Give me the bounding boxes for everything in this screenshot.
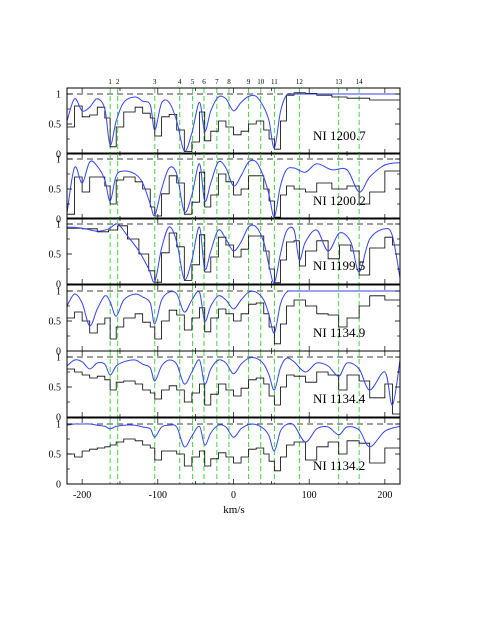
x-axis: -200 -100 0 100 200 — [73, 490, 392, 501]
data-histogram — [67, 295, 400, 345]
x-tick-label: 100 — [302, 490, 317, 501]
panel-1: 0 0.5 1 NI 1200.7 — [49, 87, 401, 161]
component-label-3: 3 — [153, 78, 157, 86]
x-tick-label: 200 — [377, 490, 392, 501]
panel-label: NI 1134.9 — [313, 325, 365, 340]
y-tick-label: 0 — [56, 150, 61, 161]
panel-label: NI 1200.2 — [313, 193, 366, 208]
y-tick-label: 0 — [56, 347, 61, 358]
panel-frame — [66, 350, 401, 418]
component-label-1: 1 — [108, 78, 112, 86]
y-tick-label: 0 — [56, 215, 61, 226]
y-tick-label: 1 — [56, 420, 61, 431]
data-histogram — [67, 436, 400, 472]
y-tick-label: 0.5 — [49, 250, 62, 261]
panel-3: 0 0.5 1 NI 1199.5 — [49, 217, 401, 291]
component-label-14: 14 — [356, 78, 364, 86]
y-tick-label: 0.5 — [49, 120, 62, 131]
component-label-7: 7 — [215, 78, 219, 86]
x-tick-label: -200 — [73, 490, 91, 501]
x-tick-label: -100 — [149, 490, 167, 501]
component-label-4: 4 — [178, 78, 182, 86]
data-histogram — [67, 366, 400, 415]
component-label-6: 6 — [202, 78, 206, 86]
x-tick-label: 0 — [231, 490, 236, 501]
y-tick-label: 0 — [56, 480, 61, 491]
panel-label: NI 1199.5 — [313, 258, 365, 273]
y-tick-label: 1 — [56, 353, 61, 364]
component-label-10: 10 — [257, 78, 265, 86]
y-tick-label: 1 — [56, 90, 61, 101]
component-label-5: 5 — [191, 78, 195, 86]
model-curve — [67, 159, 400, 218]
x-axis-label: km/s — [223, 504, 244, 516]
component-marker-labels: 1 2 3 4 5 6 7 8 9 10 11 12 13 14 — [108, 78, 363, 86]
panel-2: 0 0.5 1 NI 1200.2 — [49, 152, 401, 226]
component-label-11: 11 — [271, 78, 278, 86]
data-histogram — [67, 163, 400, 218]
model-curve — [67, 93, 400, 152]
y-tick-label: 0 — [56, 280, 61, 291]
spectrum-panels: 0 0.5 1 NI 1200.7 0 0.5 1 NI 1200.2 0 0.5 1 NI 1199… — [49, 87, 401, 491]
component-label-8: 8 — [227, 78, 231, 86]
panel-5: 0 0.5 1 NI 1134.4 — [49, 350, 401, 424]
y-tick-label: 0.5 — [49, 450, 62, 461]
panel-label: NI 1134.2 — [313, 458, 365, 473]
model-curve — [67, 223, 400, 284]
component-label-13: 13 — [335, 78, 343, 86]
y-tick-label: 1 — [56, 155, 61, 166]
y-tick-label: 0.5 — [49, 185, 62, 196]
y-tick-label: 0.5 — [49, 383, 62, 394]
component-label-9: 9 — [247, 78, 251, 86]
panel-6: 0 0.5 1 NI 1134.2 — [49, 417, 401, 491]
y-tick-label: 0 — [56, 413, 61, 424]
component-label-12: 12 — [296, 78, 304, 86]
model-curve — [67, 356, 400, 406]
model-curve — [67, 422, 400, 452]
panel-label: NI 1134.4 — [313, 391, 366, 406]
y-tick-label: 1 — [56, 287, 61, 298]
panel-label: NI 1200.7 — [313, 128, 366, 143]
panel-4: 0 0.5 1 NI 1134.9 — [49, 284, 401, 358]
panel-frame — [66, 417, 401, 485]
y-tick-label: 1 — [56, 220, 61, 231]
y-tick-label: 0.5 — [49, 317, 62, 328]
model-curve — [67, 290, 400, 334]
data-histogram — [67, 225, 400, 284]
component-label-2: 2 — [116, 78, 120, 86]
